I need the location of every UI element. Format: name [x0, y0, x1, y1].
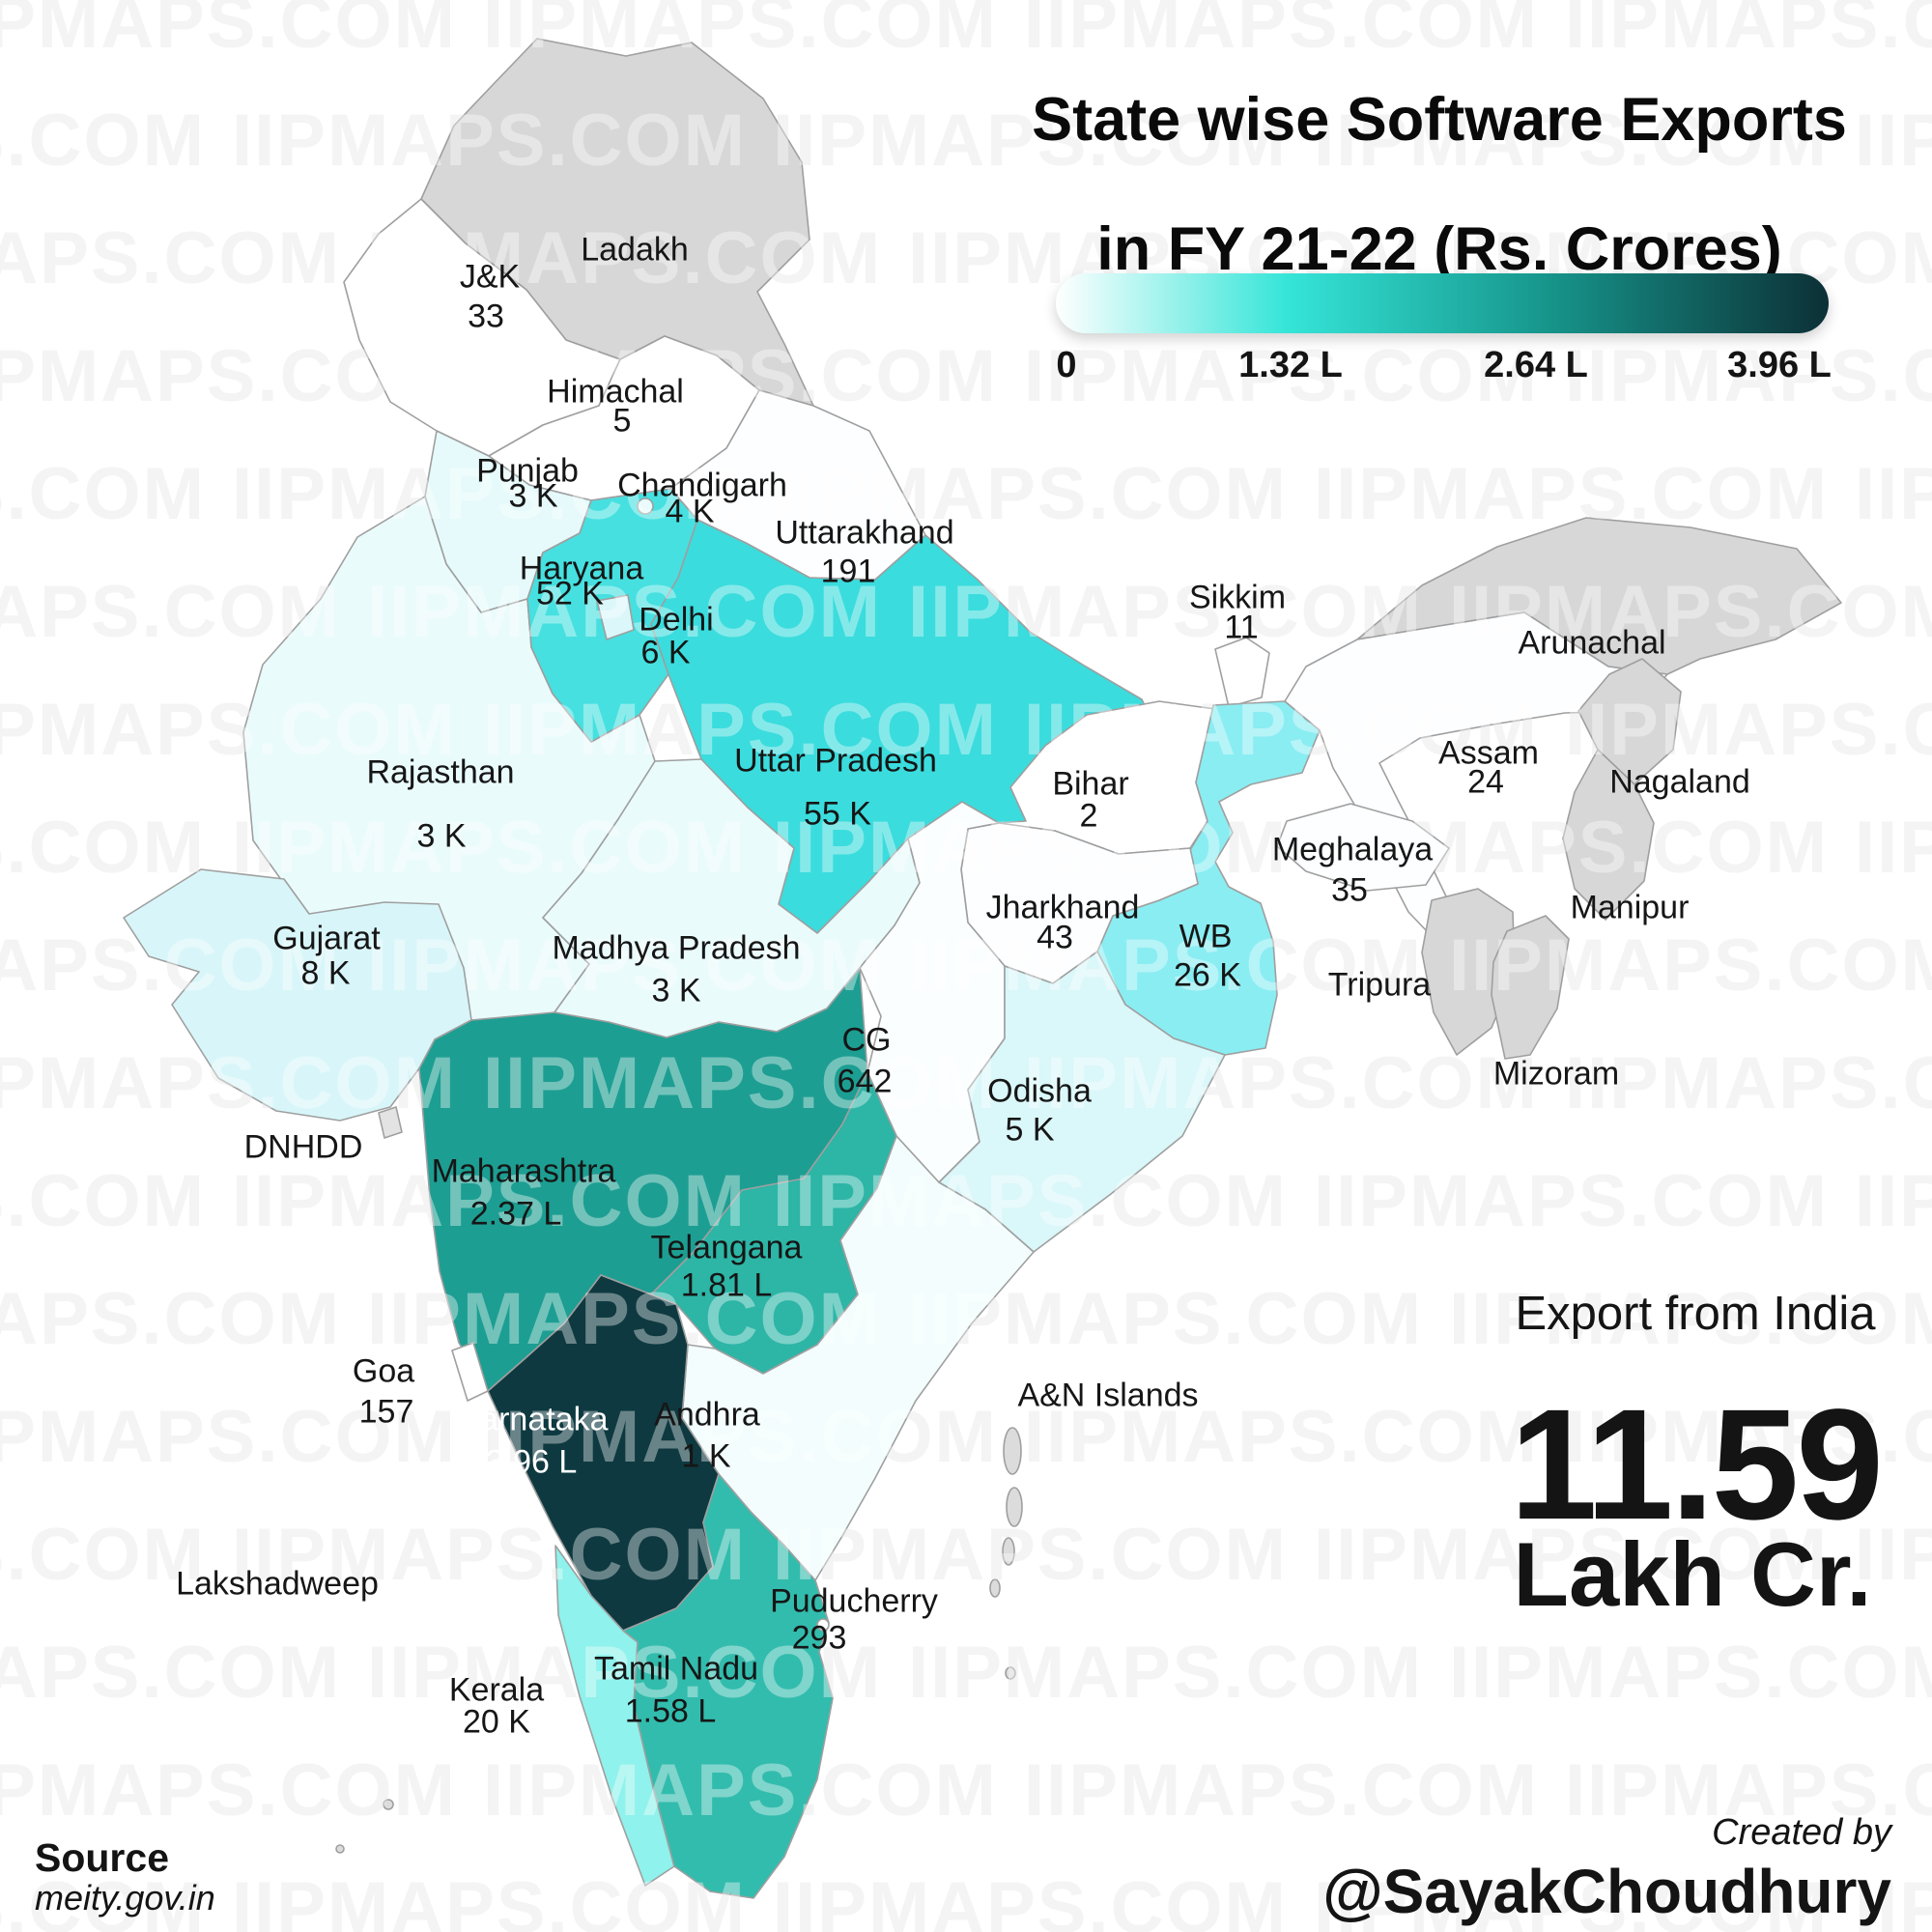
state-label-nagaland: Nagaland [1609, 763, 1750, 801]
state-label-an-islands: A&N Islands [1017, 1377, 1199, 1414]
state-label-punjab: Punjab [476, 452, 579, 490]
state-label-goa: Goa [352, 1352, 415, 1390]
state-label-uttarakhand: Uttarakhand [775, 514, 954, 552]
state-label-ladakh: Ladakh [581, 231, 689, 269]
state-value-delhi: 6 K [640, 634, 691, 671]
legend-tick-2: 2.64 L [1484, 345, 1588, 385]
state-shape-mizoram [1491, 915, 1570, 1060]
legend-tick-1: 1.32 L [1238, 345, 1343, 385]
legend-gradient-bar [1056, 273, 1829, 333]
state-label-tn: Tamil Nadu [593, 1650, 759, 1688]
state-shape-odisha [938, 951, 1226, 1253]
state-label-tripura: Tripura [1327, 966, 1432, 1004]
state-value-haryana: 52 K [536, 575, 604, 612]
state-label-haryana: Haryana [519, 550, 644, 587]
state-value-punjab: 3 K [508, 477, 558, 515]
state-shape-sikkim [1214, 637, 1270, 708]
state-value-uttarakhand: 191 [820, 553, 876, 590]
map-title-line1: State wise Software Exports [1032, 86, 1847, 154]
state-value-chandigarh: 4 K [665, 493, 715, 530]
state-shape-tripura [1421, 888, 1516, 1056]
state-label-mizoram: Mizoram [1492, 1055, 1620, 1093]
total-export-heading: Export from India [1515, 1288, 1876, 1340]
state-label-jk: J&K [459, 258, 521, 296]
state-label-sikkim: Sikkim [1188, 579, 1287, 616]
state-value-andhra: 1 K [681, 1437, 731, 1475]
state-value-gujarat: 8 K [300, 954, 351, 992]
state-label-mp: Madhya Pradesh [552, 929, 801, 967]
state-shape-meghalaya [1276, 803, 1450, 892]
state-value-kerala: 20 K [463, 1703, 530, 1741]
state-value-telangana: 1.81 L [680, 1266, 773, 1304]
legend-tick-0: 0 [1056, 345, 1077, 385]
state-label-wb: WB [1179, 918, 1233, 955]
state-shape-dnhdd [378, 1106, 403, 1139]
state-label-himachal: Himachal [547, 373, 684, 411]
total-export-value: 11.59 [1510, 1376, 1884, 1552]
state-label-dnhdd: DNHDD [243, 1128, 363, 1166]
state-label-maharashtra: Maharashtra [431, 1152, 616, 1190]
state-shape-tn [622, 1473, 834, 1899]
state-label-bihar: Bihar [1052, 765, 1129, 803]
state-value-tn: 1.58 L [624, 1692, 717, 1730]
state-value-himachal: 5 [612, 402, 632, 440]
state-value-puducherry: 293 [791, 1619, 847, 1657]
state-shape-nagaland [1577, 658, 1682, 785]
state-label-rajasthan: Rajasthan [366, 753, 515, 791]
state-value-maharashtra: 2.37 L [469, 1195, 562, 1233]
state-value-cg: 642 [837, 1063, 893, 1100]
credit-handle: @SayakChoudhury [1322, 1857, 1891, 1926]
state-label-manipur: Manipur [1570, 889, 1690, 926]
state-label-assam: Assam [1438, 734, 1539, 772]
state-value-odisha: 5 K [1005, 1111, 1055, 1149]
state-value-goa: 157 [358, 1393, 414, 1431]
state-value-karnataka: 3.96 L [485, 1443, 578, 1481]
state-label-meghalaya: Meghalaya [1271, 831, 1434, 868]
state-label-up: Uttar Pradesh [734, 742, 937, 780]
state-label-odisha: Odisha [987, 1072, 1092, 1110]
state-label-kerala: Kerala [448, 1671, 545, 1709]
map-title-line2: in FY 21-22 (Rs. Crores) [1096, 215, 1782, 283]
state-label-lakshadweep: Lakshadweep [176, 1565, 379, 1603]
state-label-gujarat: Gujarat [272, 920, 381, 957]
state-value-bihar: 2 [1079, 797, 1098, 835]
state-shape-chandigarh [637, 497, 654, 515]
state-shape-delhi [596, 594, 635, 640]
state-value-up: 55 K [804, 795, 871, 833]
state-shape-manipur [1562, 749, 1655, 921]
state-shape-puducherry [816, 1618, 830, 1632]
state-label-telangana: Telangana [650, 1229, 803, 1266]
state-value-rajasthan: 3 K [416, 817, 467, 855]
source-label: Source [35, 1835, 169, 1880]
state-value-wb: 26 K [1174, 956, 1241, 994]
state-label-andhra: Andhra [654, 1396, 760, 1434]
state-value-meghalaya: 35 [1331, 871, 1368, 909]
state-value-assam: 24 [1467, 763, 1504, 801]
state-shape-lakshadweep [335, 1799, 394, 1854]
state-value-sikkim: 11 [1224, 609, 1259, 646]
state-value-jharkhand: 43 [1037, 919, 1073, 956]
state-value-jk: 33 [468, 298, 504, 335]
total-export-unit: Lakh Cr. [1513, 1523, 1872, 1625]
source-site: meity.gov.in [35, 1878, 215, 1918]
state-label-chandigarh: Chandigarh [617, 467, 787, 504]
state-label-cg: CG [841, 1021, 892, 1059]
state-label-arunachal: Arunachal [1518, 624, 1666, 662]
state-label-puducherry: Puducherry [770, 1582, 938, 1620]
state-label-delhi: Delhi [639, 601, 714, 639]
state-value-mp: 3 K [651, 972, 701, 1009]
state-shape-an-islands [989, 1427, 1023, 1680]
legend-tick-3: 3.96 L [1727, 345, 1832, 385]
credit-prefix: Created by [1712, 1812, 1891, 1853]
credit-block: Created by @SayakChoudhury [1322, 1812, 1891, 1927]
state-label-karnataka: Karnataka [458, 1401, 609, 1438]
state-label-jharkhand: Jharkhand [985, 889, 1140, 926]
